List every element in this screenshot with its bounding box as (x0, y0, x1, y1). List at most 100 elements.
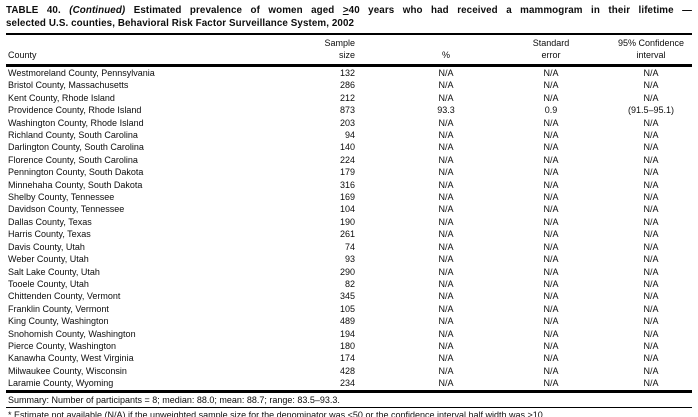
county-cell: Richland County, South Carolina (8, 130, 138, 141)
table-row: Davis County, Utah 74 N/A N/A N/A (6, 241, 692, 253)
sample-size-cell: 261 (339, 229, 355, 240)
standard-error-cell: N/A (543, 266, 559, 277)
table-row: Kanawha County, West Virginia 174 N/A N/A N/… (6, 352, 692, 364)
confidence-interval-cell: N/A (643, 216, 659, 227)
county-cell: Chittenden County, Vermont (8, 291, 121, 302)
county-cell: Harris County, Texas (8, 229, 91, 240)
percent-cell: N/A (438, 117, 454, 128)
confidence-interval-cell: N/A (643, 92, 659, 103)
standard-error-cell: N/A (543, 353, 559, 364)
sample-size-cell: 345 (339, 291, 355, 302)
table-row: Florence County, South Carolina 224 N/A N/A… (6, 154, 692, 166)
standard-error-cell: N/A (543, 68, 559, 78)
table-row: Pennington County, South Dakota 179 N/A N/A… (6, 166, 692, 178)
percent-cell: N/A (438, 365, 454, 376)
sample-size-cell: 94 (344, 130, 355, 141)
confidence-interval-cell: N/A (643, 130, 659, 141)
percent-cell: N/A (438, 328, 454, 339)
confidence-interval-cell: N/A (643, 154, 659, 165)
percent-cell: N/A (438, 92, 454, 103)
county-cell: Milwaukee County, Wisconsin (8, 365, 127, 376)
table-body: Westmoreland County, Pennsylvania 132 N/A N… (6, 66, 692, 393)
confidence-interval-cell: N/A (643, 353, 659, 364)
standard-error-cell: N/A (543, 167, 559, 178)
table-row: Milwaukee County, Wisconsin 428 N/A N/A N/A (6, 365, 692, 377)
table-row: Shelby County, Tennessee 169 N/A N/A N/A (6, 191, 692, 203)
sample-size-cell: 140 (339, 142, 355, 153)
county-cell: Darlington County, South Carolina (8, 142, 144, 153)
standard-error-cell: N/A (543, 278, 559, 289)
geq-symbol: > (342, 5, 349, 16)
summary-line: Summary: Number of participants = 8; med… (6, 393, 692, 408)
sample-size-cell: 74 (344, 241, 355, 252)
percent-cell: N/A (438, 241, 454, 252)
standard-error-cell: N/A (543, 340, 559, 351)
percent-cell: N/A (438, 216, 454, 227)
confidence-interval-cell: N/A (643, 204, 659, 215)
table-row: Pierce County, Washington 180 N/A N/A N/A (6, 340, 692, 352)
standard-error-cell: N/A (543, 179, 559, 190)
confidence-interval-cell: N/A (643, 241, 659, 252)
percent-cell: 93.3 (437, 105, 455, 116)
table-row: Westmoreland County, Pennsylvania 132 N/A N… (6, 66, 692, 80)
standard-error-cell: N/A (543, 192, 559, 203)
percent-cell: N/A (438, 142, 454, 153)
county-cell: Davis County, Utah (8, 241, 85, 252)
sample-size-cell: 212 (339, 92, 355, 103)
percent-cell: N/A (438, 179, 454, 190)
title-text-before: Estimated prevalence of women aged (133, 5, 335, 16)
county-cell: Snohomish County, Washington (8, 328, 136, 339)
sample-size-cell: 316 (339, 179, 355, 190)
title-text-after: 40 years who had received a mammogram in… (348, 5, 692, 16)
confidence-interval-cell: N/A (643, 340, 659, 351)
confidence-interval-column-header: 95% Confidence interval (610, 36, 692, 67)
county-cell: Shelby County, Tennessee (8, 192, 115, 203)
sample-size-cell: 194 (339, 328, 355, 339)
county-cell: Pierce County, Washington (8, 340, 117, 351)
continued-label: (Continued) (69, 5, 126, 16)
sample-size-cell: 105 (339, 303, 355, 314)
county-cell: Dallas County, Texas (8, 216, 92, 227)
table-row: Salt Lake County, Utah 290 N/A N/A N/A (6, 266, 692, 278)
table-row: Dallas County, Texas 190 N/A N/A N/A (6, 216, 692, 228)
table-row: Washington County, Rhode Island 203 N/A N/A… (6, 117, 692, 129)
percent-cell: N/A (438, 291, 454, 302)
county-cell: Minnehaha County, South Dakota (8, 179, 143, 190)
sample-size-cell: 428 (339, 365, 355, 376)
sample-size-cell: 234 (298, 377, 360, 393)
sample-size-cell: 93 (344, 254, 355, 265)
percent-cell: N/A (438, 303, 454, 314)
confidence-interval-cell: (91.5–95.1) (627, 105, 675, 116)
confidence-interval-cell: N/A (643, 291, 659, 302)
standard-error-cell: N/A (543, 254, 559, 265)
standard-error-cell: 0.9 (544, 105, 558, 116)
confidence-interval-cell: N/A (643, 254, 659, 265)
sample-size-cell: 174 (339, 353, 355, 364)
standard-error-cell: N/A (543, 229, 559, 240)
percent-cell: N/A (438, 80, 454, 91)
table-header: County Sample size % Standard error 95% Co… (6, 36, 692, 67)
confidence-interval-cell: N/A (643, 266, 659, 277)
standard-error-cell: N/A (543, 204, 559, 215)
confidence-interval-cell: N/A (643, 142, 659, 153)
confidence-interval-cell: N/A (643, 303, 659, 314)
percent-cell: N/A (438, 229, 454, 240)
table-row: Bristol County, Massachusetts 286 N/A N/A N/… (6, 79, 692, 91)
table-row: Darlington County, South Carolina 140 N/A N… (6, 141, 692, 153)
county-cell: Providence County, Rhode Island (8, 105, 142, 116)
county-cell: Westmoreland County, Pennsylvania (8, 68, 155, 78)
percent-cell: N/A (438, 204, 454, 215)
table-row: Kent County, Rhode Island 212 N/A N/A N/A (6, 92, 692, 104)
standard-error-cell: N/A (543, 303, 559, 314)
confidence-interval-cell: N/A (643, 167, 659, 178)
standard-error-cell: N/A (543, 291, 559, 302)
table-row: Snohomish County, Washington 194 N/A N/A N/A (6, 328, 692, 340)
table-row: Weber County, Utah 93 N/A N/A N/A (6, 253, 692, 265)
table-row: King County, Washington 489 N/A N/A N/A (6, 315, 692, 327)
confidence-interval-cell: N/A (643, 328, 659, 339)
county-cell: Davidson County, Tennessee (8, 204, 125, 215)
standard-error-cell: N/A (543, 130, 559, 141)
county-cell: Kent County, Rhode Island (8, 92, 115, 103)
table-title-line2: selected U.S. counties, Behavioral Risk … (6, 18, 355, 29)
